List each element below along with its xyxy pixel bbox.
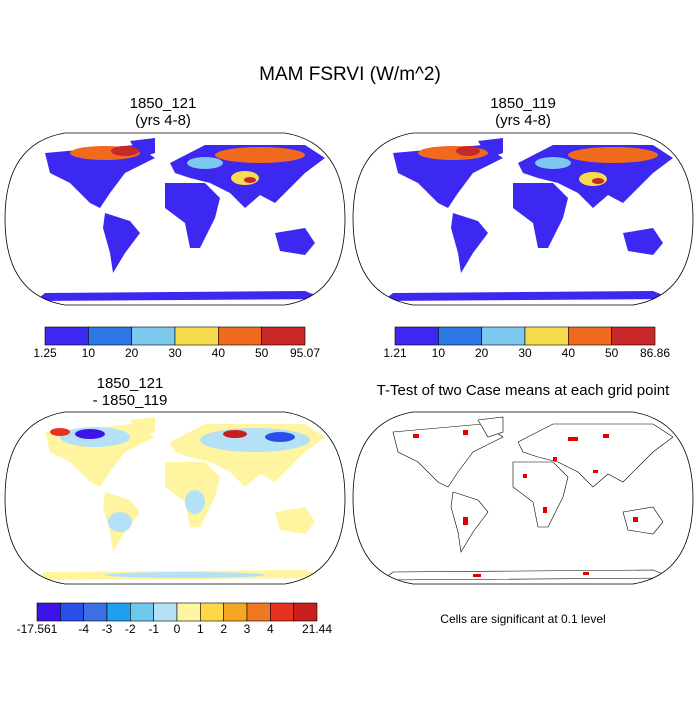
colorbar: 1.21 10 20 30 40 50 86.86 bbox=[383, 326, 670, 360]
panel-title: - 1850_119 bbox=[93, 392, 168, 409]
colorbar-box bbox=[568, 326, 612, 346]
colorbar-label: 50 bbox=[255, 346, 269, 360]
colorbar-label: 10 bbox=[432, 346, 446, 360]
colorbar-label: -2 bbox=[125, 622, 136, 636]
colorbar-label: 2 bbox=[220, 622, 227, 636]
panel-title: T-Test of two Case means at each grid po… bbox=[377, 382, 670, 399]
colorbar-box bbox=[261, 326, 306, 346]
colorbar-box bbox=[130, 602, 154, 622]
panel-title: 1850_121 bbox=[130, 95, 197, 112]
colorbar-label: 95.07 bbox=[290, 346, 320, 360]
colorbar-box bbox=[611, 326, 656, 346]
colorbar-label: 4 bbox=[267, 622, 274, 636]
colorbar-label: 1.25 bbox=[33, 346, 57, 360]
colorbar-label: 1.21 bbox=[383, 346, 407, 360]
colorbar-label: 86.86 bbox=[640, 346, 670, 360]
colorbar-box bbox=[394, 326, 439, 346]
panel-note: Cells are significant at 0.1 level bbox=[440, 612, 605, 626]
colorbar-label: -3 bbox=[102, 622, 113, 636]
colorbar-box bbox=[88, 326, 132, 346]
panel-title: (yrs 4-8) bbox=[135, 112, 191, 129]
figure-title: MAM FSRVI (W/m^2) bbox=[259, 64, 441, 85]
map bbox=[352, 132, 694, 306]
colorbar-label: 50 bbox=[605, 346, 619, 360]
colorbar: 1.25 10 20 30 40 50 95.07 bbox=[33, 326, 320, 360]
colorbar-label: 30 bbox=[518, 346, 532, 360]
panel-title: 1850_121 bbox=[97, 375, 164, 392]
colorbar-label: 20 bbox=[125, 346, 139, 360]
colorbar-label: 20 bbox=[475, 346, 489, 360]
panel-title: 1850_119 bbox=[490, 95, 556, 112]
colorbar-label: 10 bbox=[82, 346, 96, 360]
panel-title: (yrs 4-8) bbox=[495, 112, 551, 129]
colorbar-box bbox=[36, 602, 61, 622]
colorbar-box bbox=[481, 326, 526, 346]
map bbox=[4, 411, 346, 585]
colorbar-box bbox=[524, 326, 569, 346]
map bbox=[4, 132, 346, 306]
colorbar-box bbox=[200, 602, 224, 622]
colorbar-box bbox=[44, 326, 89, 346]
colorbar-box bbox=[223, 602, 248, 622]
colorbar-box bbox=[218, 326, 262, 346]
colorbar-label: 0 bbox=[174, 622, 181, 636]
colorbar-box bbox=[270, 602, 294, 622]
colorbar-box bbox=[83, 602, 108, 622]
colorbar-box bbox=[293, 602, 318, 622]
colorbar: -17.561 -4 -3 -2 -1 0 1 2 3 4 21.44 bbox=[17, 602, 332, 636]
colorbar-label: -4 bbox=[78, 622, 89, 636]
colorbar-box bbox=[174, 326, 219, 346]
colorbar-label: 21.44 bbox=[302, 622, 332, 636]
colorbar-label: -17.561 bbox=[17, 622, 58, 636]
colorbar-label: 30 bbox=[168, 346, 182, 360]
colorbar-label: 40 bbox=[562, 346, 576, 360]
colorbar-box bbox=[438, 326, 482, 346]
colorbar-box bbox=[176, 602, 201, 622]
colorbar-box bbox=[60, 602, 84, 622]
colorbar-box bbox=[153, 602, 178, 622]
colorbar-label: 3 bbox=[244, 622, 251, 636]
colorbar-box bbox=[246, 602, 271, 622]
colorbar-label: 1 bbox=[197, 622, 204, 636]
colorbar-box bbox=[106, 602, 131, 622]
colorbar-box bbox=[131, 326, 176, 346]
colorbar-label: 40 bbox=[212, 346, 226, 360]
map bbox=[352, 411, 694, 585]
colorbar-label: -1 bbox=[148, 622, 159, 636]
